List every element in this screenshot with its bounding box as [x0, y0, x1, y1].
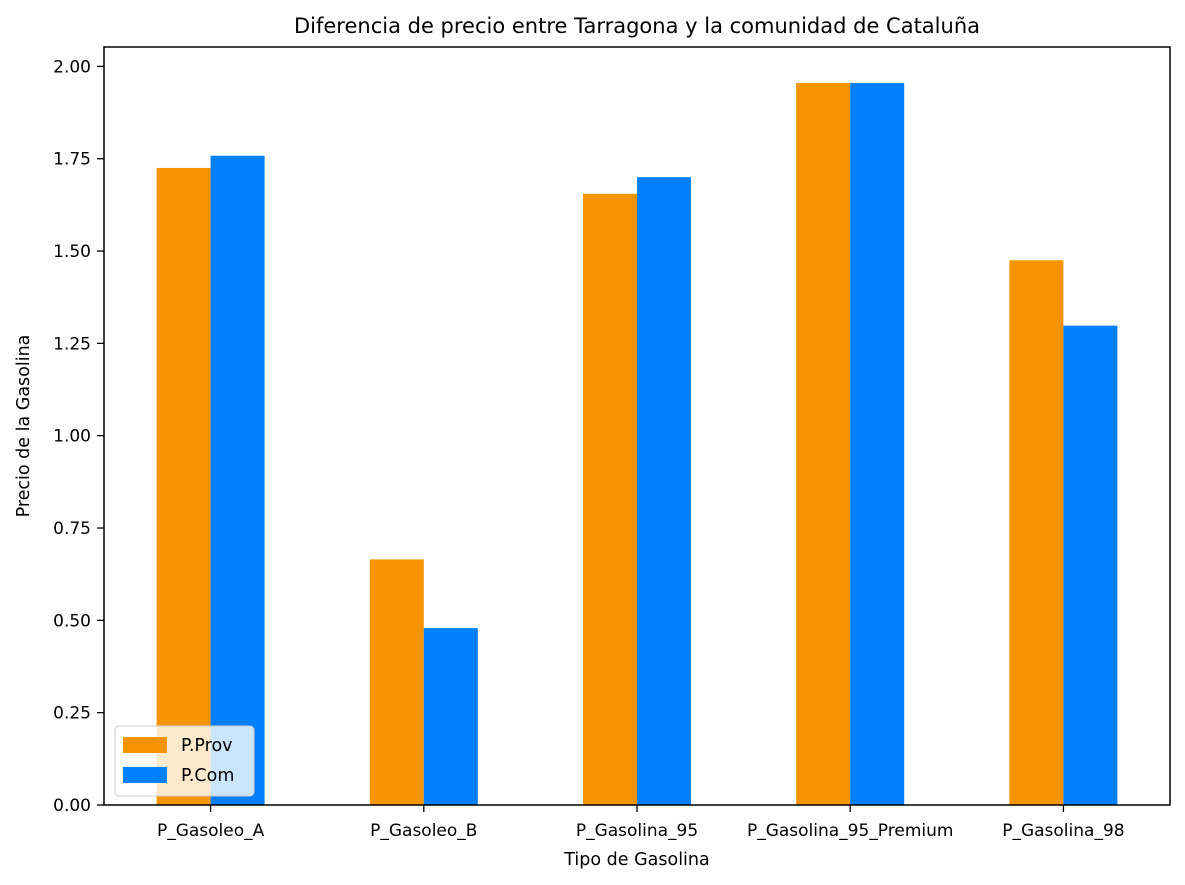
- bar-p-prov-p_gasoleo_b: [369, 559, 424, 805]
- y-tick-label: 2.00: [53, 57, 91, 77]
- y-tick-label: 0.25: [53, 704, 91, 724]
- y-tick-label: 0.75: [53, 519, 91, 539]
- y-tick-label: 1.75: [53, 150, 91, 170]
- bar-p-com-p_gasoleo_a: [210, 155, 265, 806]
- bar-p-prov-p_gasolina_98: [1009, 260, 1064, 805]
- x-tick-label: P_Gasolina_95_Premium: [747, 821, 954, 841]
- legend-label: P.Com: [181, 766, 234, 786]
- legend: P.Prov P.Com: [114, 725, 255, 797]
- y-tick-label: 0.50: [53, 611, 91, 631]
- bar-p-prov-p_gasolina_95_premium: [796, 83, 851, 805]
- x-tick-label: P_Gasolina_95: [576, 821, 698, 841]
- x-tick-label: P_Gasoleo_A: [157, 821, 265, 841]
- chart-title: Diferencia de precio entre Tarragona y l…: [294, 14, 980, 38]
- y-tick-label: 1.50: [53, 242, 91, 262]
- legend-label: P.Prov: [181, 736, 233, 756]
- plot-frame: [103, 46, 1171, 806]
- bar-p-com-p_gasolina_95: [637, 177, 691, 805]
- x-tick-label: P_Gasolina_98: [1002, 821, 1124, 841]
- y-tick-label: 0.00: [53, 796, 91, 816]
- bar-p-prov-p_gasolina_95: [583, 193, 637, 806]
- legend-swatch: [123, 767, 167, 783]
- x-tick-label: P_Gasoleo_B: [370, 821, 477, 841]
- y-tick-label: 1.00: [53, 427, 91, 447]
- y-tick-label: 1.25: [53, 334, 91, 354]
- y-axis: 0.00 0.25 0.50 0.75 1.00 1.25 1.50 1.75 2.00: [53, 57, 104, 816]
- bar-p-prov-p_gasoleo_a: [156, 167, 211, 805]
- x-axis: P_Gasoleo_A P_Gasoleo_B P_Gasolina_95 P_Gas…: [157, 805, 1125, 841]
- bars-group: [156, 83, 1118, 806]
- legend-swatch: [123, 737, 167, 753]
- x-axis-label: Tipo de Gasolina: [563, 850, 709, 870]
- bar-p-com-p_gasolina_95_premium: [850, 83, 905, 805]
- y-axis-label: Precio de la Gasolina: [14, 335, 34, 518]
- bar-p-com-p_gasolina_98: [1063, 325, 1118, 805]
- bar-p-com-p_gasoleo_b: [423, 628, 478, 805]
